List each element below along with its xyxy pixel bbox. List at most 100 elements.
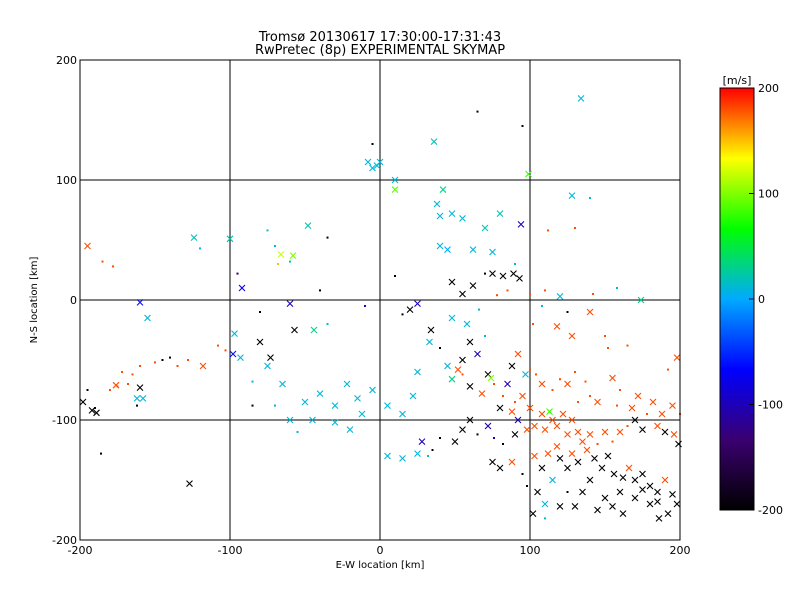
data-point-dot <box>541 305 543 307</box>
data-point-cross <box>426 338 433 346</box>
data-point-dot <box>439 347 441 349</box>
data-point-cross <box>414 450 421 457</box>
data-points <box>79 95 682 522</box>
data-point-cross <box>373 162 381 169</box>
data-point-dot <box>136 404 138 407</box>
colorbar-tick-label: 100 <box>758 188 779 201</box>
data-point-cross <box>616 428 624 436</box>
data-point-cross <box>190 234 198 241</box>
data-point-dot <box>461 373 464 376</box>
data-point-cross <box>409 392 417 400</box>
data-point-dot <box>364 305 366 307</box>
data-point-cross <box>466 383 474 390</box>
data-point-dot <box>496 294 498 297</box>
data-point-cross <box>522 371 529 378</box>
data-point-cross <box>661 476 669 484</box>
data-point-cross <box>444 362 451 370</box>
data-point-cross <box>289 252 297 259</box>
data-point-dot <box>667 368 669 371</box>
data-point-cross <box>604 452 612 460</box>
data-point-cross <box>489 458 496 466</box>
data-point-cross <box>514 416 522 424</box>
data-point-dot <box>544 517 546 520</box>
data-point-cross <box>454 366 462 373</box>
data-point-dot <box>559 378 561 381</box>
data-point-cross <box>601 494 609 502</box>
y-axis-label: N-S location [km] <box>29 257 40 344</box>
data-point-dot <box>431 449 434 451</box>
data-point-cross <box>304 222 312 229</box>
data-point-cross <box>538 410 546 418</box>
data-point-dot <box>589 395 591 397</box>
grid-lines <box>80 60 680 540</box>
data-point-cross <box>226 235 234 243</box>
data-point-dot <box>266 229 269 232</box>
data-point-dot <box>574 227 576 229</box>
data-point-dot <box>532 323 534 325</box>
data-point-cross <box>496 464 504 472</box>
data-point-cross <box>583 446 591 454</box>
data-point-cross <box>658 410 666 418</box>
data-point-cross <box>448 314 456 322</box>
data-point-cross <box>508 362 516 370</box>
y-tick-label: 100 <box>56 174 77 187</box>
data-point-dot <box>236 272 239 275</box>
data-point-cross <box>433 200 441 208</box>
data-point-dot <box>589 197 591 199</box>
data-point-cross <box>291 326 298 334</box>
data-point-dot <box>127 383 129 385</box>
data-point-cross <box>574 458 582 466</box>
data-point-cross <box>531 452 538 460</box>
data-point-dot <box>493 383 495 385</box>
data-point-cross <box>466 416 474 424</box>
data-point-cross <box>186 480 193 487</box>
data-point-dot <box>478 308 480 311</box>
y-tick-label: 200 <box>56 54 77 67</box>
data-point-dot <box>506 289 509 292</box>
data-point-cross <box>231 330 238 337</box>
data-point-dot <box>646 413 648 415</box>
x-tick-label: -200 <box>68 544 93 557</box>
data-point-dot <box>529 368 531 371</box>
data-point-cross <box>384 402 391 409</box>
data-point-cross <box>523 426 531 433</box>
data-point-cross <box>673 500 681 508</box>
data-point-dot <box>566 311 569 313</box>
data-point-cross <box>309 416 316 424</box>
data-point-cross <box>469 246 477 253</box>
data-point-cross <box>267 354 274 361</box>
data-point-cross <box>661 428 669 436</box>
data-point-cross <box>546 408 553 415</box>
data-point-cross <box>673 354 681 361</box>
data-point-dot <box>526 485 528 487</box>
data-point-cross <box>444 246 451 253</box>
data-point-cross <box>264 362 271 370</box>
data-point-cross <box>634 392 642 400</box>
data-point-cross <box>538 464 546 472</box>
data-point-dot <box>611 440 614 443</box>
data-point-cross <box>577 95 585 102</box>
data-point-cross <box>316 390 324 397</box>
data-point-cross <box>364 158 372 166</box>
data-point-cross <box>459 426 466 433</box>
data-point-cross <box>511 431 519 438</box>
data-point-dot <box>547 229 549 232</box>
data-point-cross <box>496 404 504 412</box>
data-point-cross <box>237 354 244 361</box>
colorbar-unit-label: [m/s] <box>723 74 752 87</box>
colorbar-tick-label: 0 <box>758 293 765 306</box>
colorbar-tick-label: -200 <box>758 504 783 517</box>
colorbar: [m/s] 200 100 0 -100 -200 <box>719 74 783 517</box>
data-point-cross <box>256 338 264 346</box>
data-point-dot <box>176 365 179 367</box>
data-point-cross <box>579 488 586 496</box>
data-point-cross <box>541 426 549 433</box>
data-point-cross <box>399 410 406 418</box>
data-point-cross <box>418 438 426 445</box>
data-point-cross <box>229 350 237 358</box>
data-point-cross <box>631 416 639 424</box>
data-point-cross <box>414 368 421 376</box>
data-point-cross <box>286 416 294 424</box>
data-point-dot <box>427 455 429 457</box>
